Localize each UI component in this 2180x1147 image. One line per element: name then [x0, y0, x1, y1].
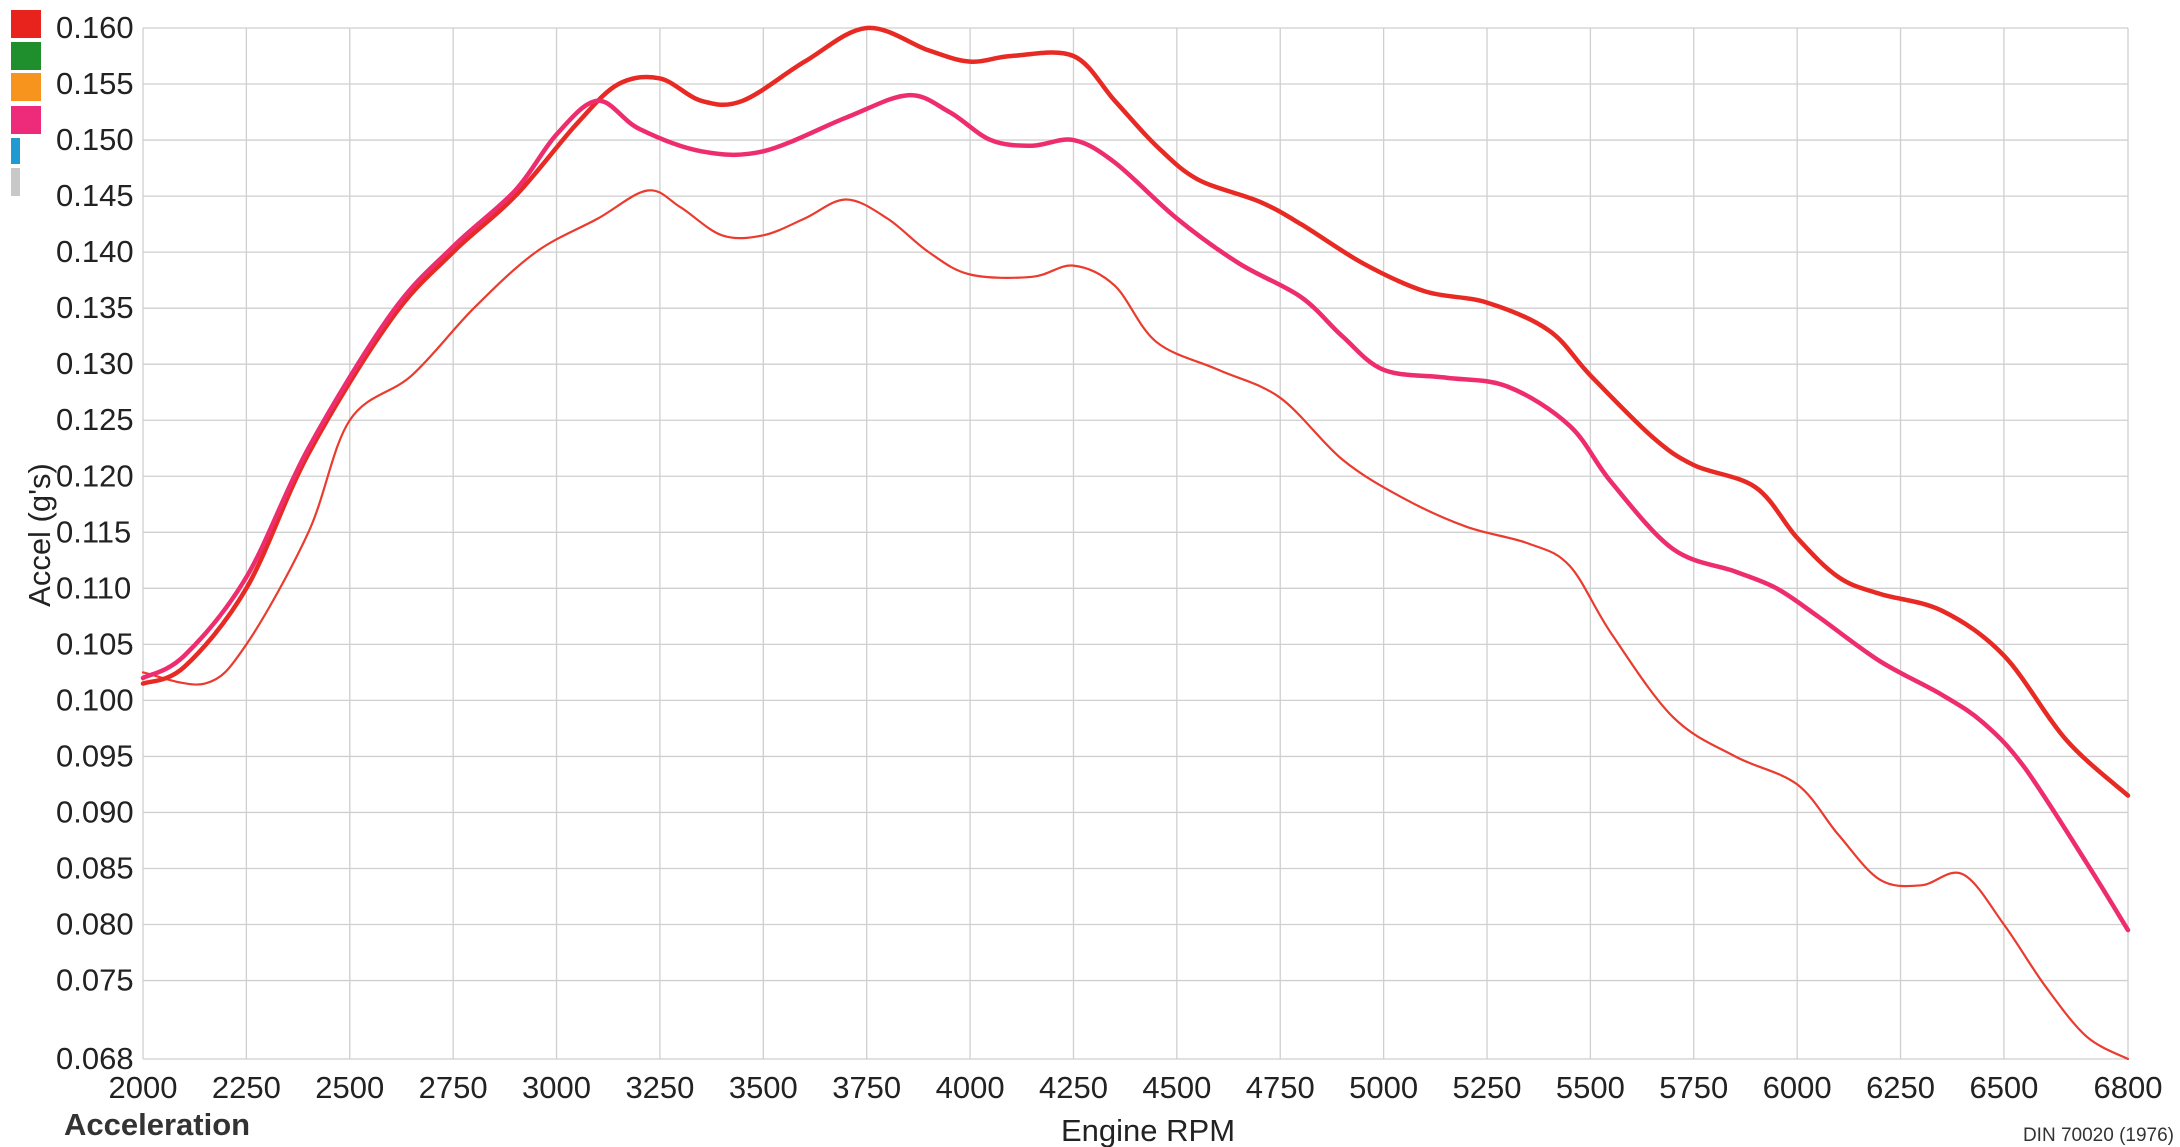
y-tick-label: 0.140: [56, 234, 134, 269]
legend-swatch: [11, 42, 41, 70]
x-tick-label: 3000: [522, 1070, 591, 1105]
legend-swatch: [11, 168, 20, 196]
y-tick-label: 0.130: [56, 346, 134, 381]
grid: [142, 27, 2129, 1060]
x-tick-label: 4250: [1039, 1070, 1108, 1105]
y-tick-label: 0.145: [56, 178, 134, 213]
x-tick-label: 3500: [729, 1070, 798, 1105]
series-lines: [140, 25, 2131, 1061]
x-tick-label: 6500: [1969, 1070, 2038, 1105]
legend: [11, 10, 41, 196]
x-tick-label: 4000: [936, 1070, 1005, 1105]
y-tick-labels: 0.160 0.155 0.150 0.145 0.140 0.135 0.130 0.125…: [56, 10, 134, 1076]
legend-swatch: [11, 138, 20, 164]
x-tick-label: 4750: [1246, 1070, 1315, 1105]
x-tick-labels: 2000 2250 2500 2750 3000 3250 3500 3750 4000 4250…: [109, 1070, 2163, 1105]
y-tick-label: 0.120: [56, 458, 134, 493]
y-tick-label: 0.110: [56, 570, 131, 605]
y-axis-label: Accel (g's): [22, 463, 57, 607]
chart-footer-title: Acceleration: [64, 1107, 250, 1142]
x-tick-label: 6000: [1763, 1070, 1832, 1105]
x-tick-label: 6800: [2094, 1070, 2163, 1105]
x-tick-label: 2750: [419, 1070, 488, 1105]
x-tick-label: 6250: [1866, 1070, 1935, 1105]
legend-swatch: [11, 106, 41, 134]
y-tick-label: 0.085: [56, 850, 134, 885]
y-tick-label: 0.095: [56, 738, 134, 773]
series-line-3: [141, 189, 2130, 1061]
y-tick-label: 0.115: [56, 514, 131, 549]
y-tick-label: 0.100: [56, 682, 134, 717]
x-axis-label: Engine RPM: [1061, 1113, 1235, 1147]
y-tick-label: 0.135: [56, 290, 134, 325]
chart-footer-standard: DIN 70020 (1976): [2023, 1125, 2174, 1146]
x-tick-label: 3250: [625, 1070, 694, 1105]
y-tick-label: 0.160: [56, 10, 134, 45]
x-tick-label: 5500: [1556, 1070, 1625, 1105]
series-line-1: [140, 25, 2131, 798]
y-tick-label: 0.090: [56, 794, 134, 829]
y-tick-label: 0.155: [56, 66, 134, 101]
series-line-2: [140, 92, 2131, 933]
y-tick-label: 0.150: [56, 122, 134, 157]
legend-swatch: [11, 10, 41, 38]
y-tick-label: 0.068: [56, 1041, 134, 1076]
x-tick-label: 5000: [1349, 1070, 1418, 1105]
x-tick-label: 5250: [1453, 1070, 1522, 1105]
x-tick-label: 4500: [1142, 1070, 1211, 1105]
y-tick-label: 0.125: [56, 402, 134, 437]
x-tick-label: 3750: [832, 1070, 901, 1105]
legend-swatch: [11, 73, 41, 101]
x-tick-label: 2000: [109, 1070, 178, 1105]
y-tick-label: 0.080: [56, 907, 134, 942]
x-tick-label: 2500: [315, 1070, 384, 1105]
x-tick-label: 5750: [1659, 1070, 1728, 1105]
x-tick-label: 2250: [212, 1070, 281, 1105]
y-tick-label: 0.075: [56, 963, 134, 998]
y-tick-label: 0.105: [56, 626, 134, 661]
